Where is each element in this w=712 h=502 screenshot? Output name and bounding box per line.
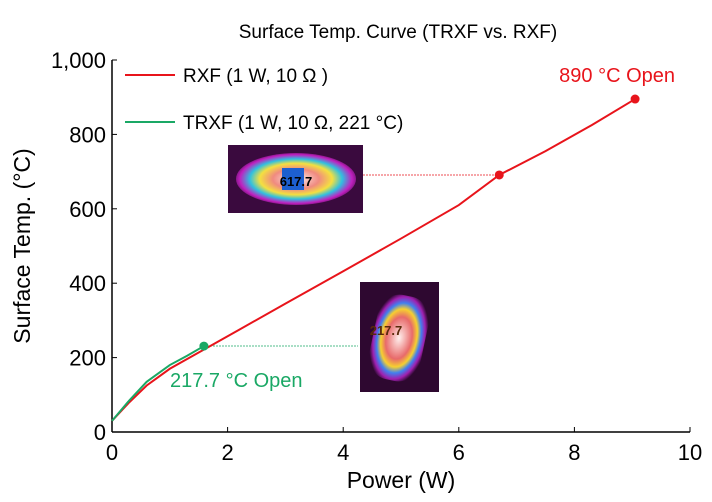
series-line (111, 98, 636, 422)
x-axis-label: Power (W) (347, 467, 456, 493)
x-tick-label: 8 (568, 440, 580, 465)
annotation: 890 °C Open (559, 65, 675, 87)
thermal-image-1 (228, 145, 363, 213)
y-tick-label: 0 (94, 420, 106, 445)
chart-title: Surface Temp. Curve (TRXF vs. RXF) (239, 22, 558, 43)
y-tick-label: 400 (69, 271, 106, 296)
image-label: 617.7 (280, 174, 313, 189)
annotation: 217.7 °C Open (170, 370, 303, 392)
x-tick-label: 10 (678, 440, 702, 465)
image-label: 217.7 (370, 323, 403, 338)
y-tick-label: 800 (69, 122, 106, 147)
legend-label: TRXF (1 W, 10 Ω, 221 °C) (183, 113, 403, 134)
legend-label: RXF (1 W, 10 Ω ) (183, 66, 328, 87)
point-marker (494, 170, 504, 180)
y-axis-label: Surface Temp. (°C) (9, 148, 35, 343)
y-tick-label: 1,000 (51, 48, 106, 73)
thermal-image-2 (360, 282, 439, 392)
x-tick-label: 0 (106, 440, 118, 465)
point-marker (630, 94, 640, 104)
point-marker (199, 341, 209, 351)
x-tick-label: 6 (453, 440, 465, 465)
x-tick-label: 2 (221, 440, 233, 465)
series-line (111, 345, 205, 422)
y-tick-label: 600 (69, 197, 106, 222)
y-tick-label: 200 (69, 346, 106, 371)
x-tick-label: 4 (337, 440, 349, 465)
